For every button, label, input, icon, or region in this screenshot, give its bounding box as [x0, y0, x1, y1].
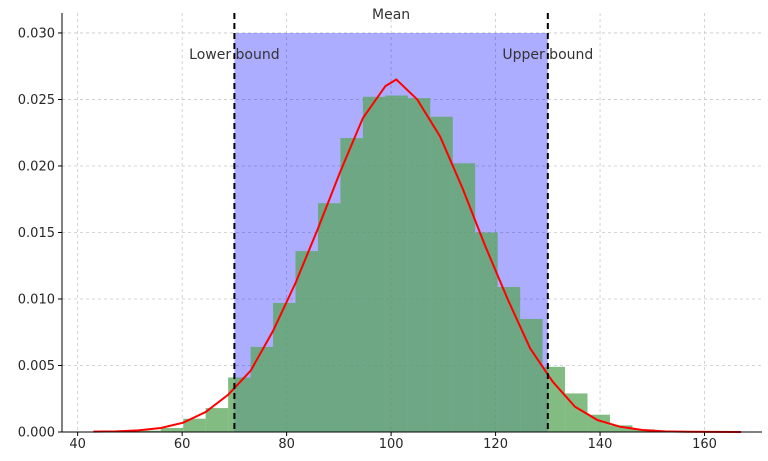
histogram-bar-15	[430, 116, 453, 432]
histogram-bar-4	[183, 418, 206, 432]
histogram-bar-19	[520, 318, 543, 432]
histogram-bar-13	[385, 95, 408, 432]
x-tick-label-0: 40	[69, 437, 86, 452]
histogram-bar-7	[250, 346, 274, 432]
density-curve-0	[93, 78, 742, 433]
histogram-bar-16	[452, 163, 476, 433]
annotation-2: Upper bound	[502, 47, 593, 63]
x-tick-label-4: 120	[483, 437, 508, 452]
y-tick-label-4: 0.020	[18, 159, 55, 174]
histogram-bar-22	[587, 414, 610, 432]
annotation-1: Lower bound	[189, 47, 279, 63]
annotation-0: Mean	[372, 7, 410, 23]
histogram-bar-2	[138, 430, 161, 432]
histogram-bar-6	[228, 377, 251, 432]
axes	[61, 13, 762, 433]
x-tick-label-2: 80	[278, 437, 295, 452]
y-tick-label-5: 0.025	[18, 93, 55, 108]
histogram-bar-8	[273, 302, 296, 432]
histogram-bar-3	[160, 428, 184, 432]
y-tick-label-6: 0.030	[18, 26, 55, 41]
histogram-bar-14	[407, 98, 431, 432]
histogram-bar-11	[340, 138, 363, 433]
histogram-bar-12	[362, 96, 386, 433]
ticks: 40 60 80 100 120 140 160 0.000 0.005 0.010 0.015 0.…	[18, 26, 717, 452]
histogram-bar-9	[295, 251, 318, 432]
histogram-bar-5	[205, 408, 229, 432]
density-curve-layer	[93, 78, 742, 433]
histogram-bars	[93, 95, 745, 433]
y-tick-label-1: 0.005	[18, 359, 55, 374]
y-tick-label-0: 0.000	[18, 426, 55, 441]
y-tick-label-3: 0.015	[18, 226, 55, 241]
histogram-bar-20	[542, 366, 566, 432]
x-tick-label-6: 160	[692, 437, 717, 452]
annotations: Mean Lower bound Upper bound	[189, 7, 593, 63]
histogram-bar-23	[609, 425, 633, 432]
histogram-bar-18	[497, 287, 521, 432]
x-tick-label-5: 140	[588, 437, 613, 452]
x-tick-label-1: 60	[174, 437, 191, 452]
x-tick-label-3: 100	[379, 437, 404, 452]
histogram-bar-17	[475, 232, 498, 432]
y-tick-label-2: 0.010	[18, 292, 55, 307]
histogram-bar-10	[317, 203, 341, 432]
